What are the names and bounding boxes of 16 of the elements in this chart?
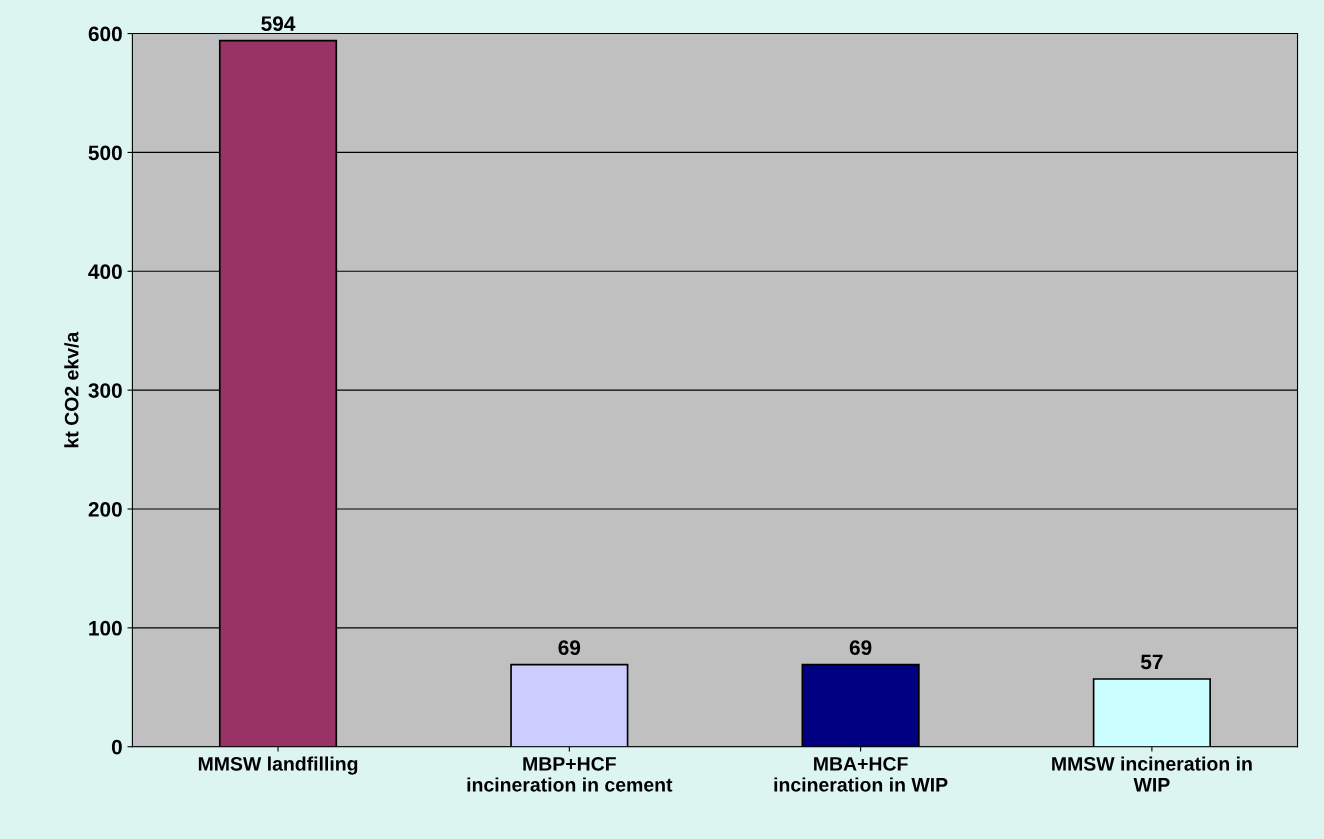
data-label: 594 xyxy=(261,16,296,32)
y-axis-title: kt CO2 ekv/a xyxy=(64,331,79,448)
y-tick-label: 300 xyxy=(88,383,122,398)
data-label: 69 xyxy=(849,640,872,656)
data-label: 69 xyxy=(558,640,581,656)
y-tick-label: 400 xyxy=(88,264,122,280)
y-tick-label: 100 xyxy=(89,620,122,636)
x-tick-label: MMSW incineration in WIP xyxy=(1052,756,1252,792)
x-tick-label: MBP+HCF incineration in cement xyxy=(467,756,673,792)
y-tick-label: 0 xyxy=(111,739,122,755)
y-tick-label: 500 xyxy=(88,145,122,161)
x-tick-label: MMSW landfilling xyxy=(198,756,358,775)
data-label: 57 xyxy=(1140,654,1163,670)
x-tick-label: MBA+HCF incineration in WIP xyxy=(774,756,948,792)
y-tick-label: 200 xyxy=(88,501,122,517)
y-tick-label: 600 xyxy=(88,26,122,42)
